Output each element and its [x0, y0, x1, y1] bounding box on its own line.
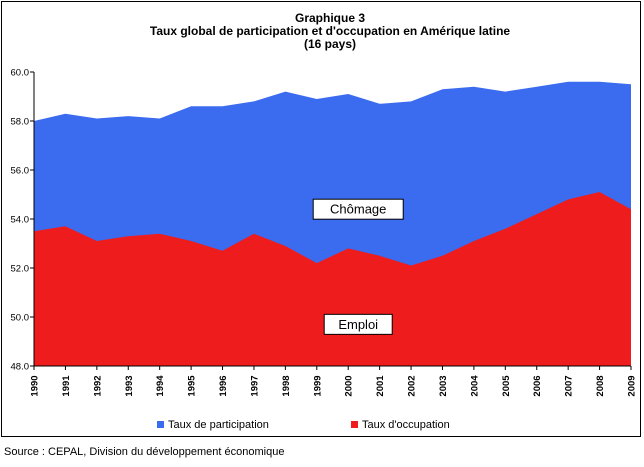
title-line-2: Taux global de participation et d'occupa… [150, 24, 511, 38]
y-tick-label: 52.0 [11, 264, 30, 275]
x-tick-label: 2004 [469, 375, 480, 397]
x-tick-label: 2005 [501, 375, 512, 397]
annotations: Chômage Emploi [312, 198, 404, 335]
x-tick-label: 1994 [155, 375, 166, 397]
x-tick-label: 1995 [187, 375, 198, 397]
plot-area [34, 81, 631, 367]
title-line-3: (16 pays) [304, 37, 356, 51]
series-area-occupation [34, 192, 631, 366]
y-tick-label: 50.0 [11, 313, 30, 324]
y-tick-label: 60.0 [11, 68, 30, 79]
x-axis: 1990 1991 1992 1993 1994 1995 1996 1997 1998 1999… [30, 365, 638, 397]
legend-entry: Taux d'occupation [362, 419, 450, 431]
annotation-label-chomage: Chômage [330, 202, 386, 217]
title-line-1: Graphique 3 [295, 11, 365, 25]
legend-swatch [157, 421, 164, 428]
x-tick-label: 2002 [407, 375, 418, 396]
legend-entry: Taux de participation [168, 419, 269, 431]
x-tick-label: 2007 [564, 375, 575, 396]
annotation-label-emploi: Emploi [338, 317, 378, 332]
x-tick-label: 1997 [249, 375, 260, 396]
annotation-box [323, 313, 393, 335]
x-tick-label: 1993 [124, 375, 135, 396]
y-tick-label: 58.0 [11, 117, 30, 128]
legend-swatch [351, 421, 358, 428]
source-note: Source : CEPAL, Division du développemen… [4, 446, 285, 458]
x-tick-label: 1990 [30, 375, 41, 396]
annotation-box [312, 198, 404, 220]
y-tick-label: 48.0 [11, 362, 30, 373]
x-tick-label: 1992 [92, 375, 103, 396]
x-tick-label: 1996 [218, 375, 229, 396]
x-tick-label: 2003 [438, 375, 449, 396]
x-tick-label: 1991 [61, 375, 72, 397]
legend: Taux de participation Taux d'occupation [157, 419, 450, 431]
x-tick-label: 1998 [281, 375, 292, 396]
y-tick-label: 54.0 [11, 215, 30, 226]
y-axis: 48.0 50.0 52.0 54.0 56.0 58.0 60.0 [11, 68, 35, 373]
area-chart: Graphique 3 Taux global de participation… [11, 11, 638, 431]
x-tick-label: 2006 [532, 375, 543, 396]
x-tick-label: 1999 [312, 375, 323, 396]
x-tick-label: 2001 [375, 375, 386, 397]
x-tick-label: 2008 [595, 375, 606, 396]
chart-title: Graphique 3 Taux global de participation… [150, 11, 511, 51]
x-tick-label: 2000 [344, 375, 355, 396]
y-tick-label: 56.0 [11, 166, 30, 177]
x-tick-label: 2009 [627, 375, 638, 396]
